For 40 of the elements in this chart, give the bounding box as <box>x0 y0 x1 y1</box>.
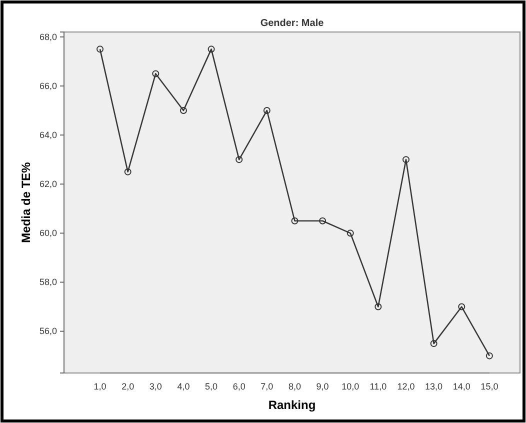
y-tick-label: 58,0 <box>39 277 57 288</box>
point <box>236 156 243 164</box>
y-tick-label: 66,0 <box>39 80 57 91</box>
point <box>263 107 270 114</box>
x-tick-label: 14,0 <box>452 381 470 392</box>
point <box>430 340 438 348</box>
x-tick-label: 6,0 <box>232 381 246 392</box>
chart-title: Gender: Male <box>260 18 324 29</box>
y-tick-label: 62,0 <box>39 178 57 189</box>
x-tick-label: 15,0 <box>480 381 498 392</box>
x-tick-label: 1,0 <box>94 381 106 392</box>
x-tick-label: 7,0 <box>260 381 274 392</box>
x-tick-label: 2,0 <box>122 381 134 392</box>
point <box>346 230 354 237</box>
x-tick-label: 11,0 <box>370 381 387 392</box>
point <box>319 217 326 224</box>
x-tick-label: 9,0 <box>316 381 329 392</box>
x-tick-label: 13,0 <box>425 381 443 392</box>
point <box>180 107 187 114</box>
x-tick-label: 12,0 <box>397 381 415 392</box>
point <box>291 217 298 224</box>
point <box>486 352 493 360</box>
x-tick-label: 8,0 <box>288 381 301 392</box>
point <box>208 46 215 53</box>
x-tick-label: 4,0 <box>177 381 190 392</box>
y-tick-label: 64,0 <box>39 130 57 140</box>
point <box>402 156 410 164</box>
point <box>374 303 382 310</box>
y-tick-label: 56,0 <box>39 326 57 336</box>
x-tick-label: 10,0 <box>342 381 360 392</box>
y-axis-title: Media de TE% <box>19 162 33 243</box>
x-tick-label: 3,0 <box>149 381 162 392</box>
y-tick-label: 68,0 <box>39 32 57 42</box>
point <box>152 70 160 78</box>
x-axis-title: Ranking <box>268 398 316 412</box>
point <box>96 46 104 53</box>
point <box>124 168 132 176</box>
y-tick-label: 60,0 <box>39 228 57 238</box>
point <box>458 303 466 310</box>
x-tick-label: 5,0 <box>205 381 218 392</box>
